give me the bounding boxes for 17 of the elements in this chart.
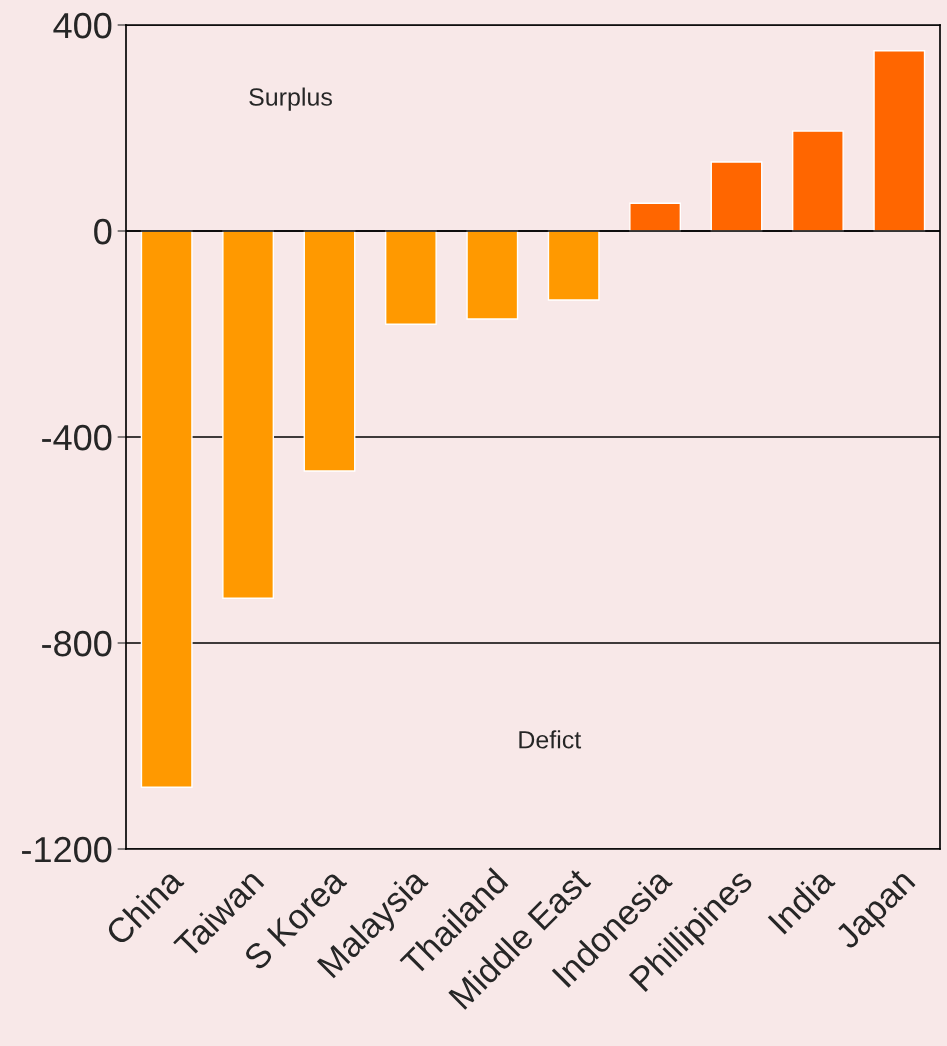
bar [466,230,519,320]
bar [303,230,356,472]
y-tick-label: 400 [53,12,112,39]
y-tick-label: -400 [42,424,112,451]
bar [710,161,763,232]
y-tick-label: 0 [94,218,112,245]
bar [222,230,275,599]
annotation: Defict [519,730,582,749]
annotation: Surplus [249,87,332,111]
y-tick-label: -1200 [22,836,112,863]
bar [140,230,193,788]
bar [791,130,844,232]
bar [873,50,926,232]
bar [384,230,437,325]
bar [547,230,600,301]
bar [629,202,682,232]
y-tick-label: -800 [42,630,112,657]
